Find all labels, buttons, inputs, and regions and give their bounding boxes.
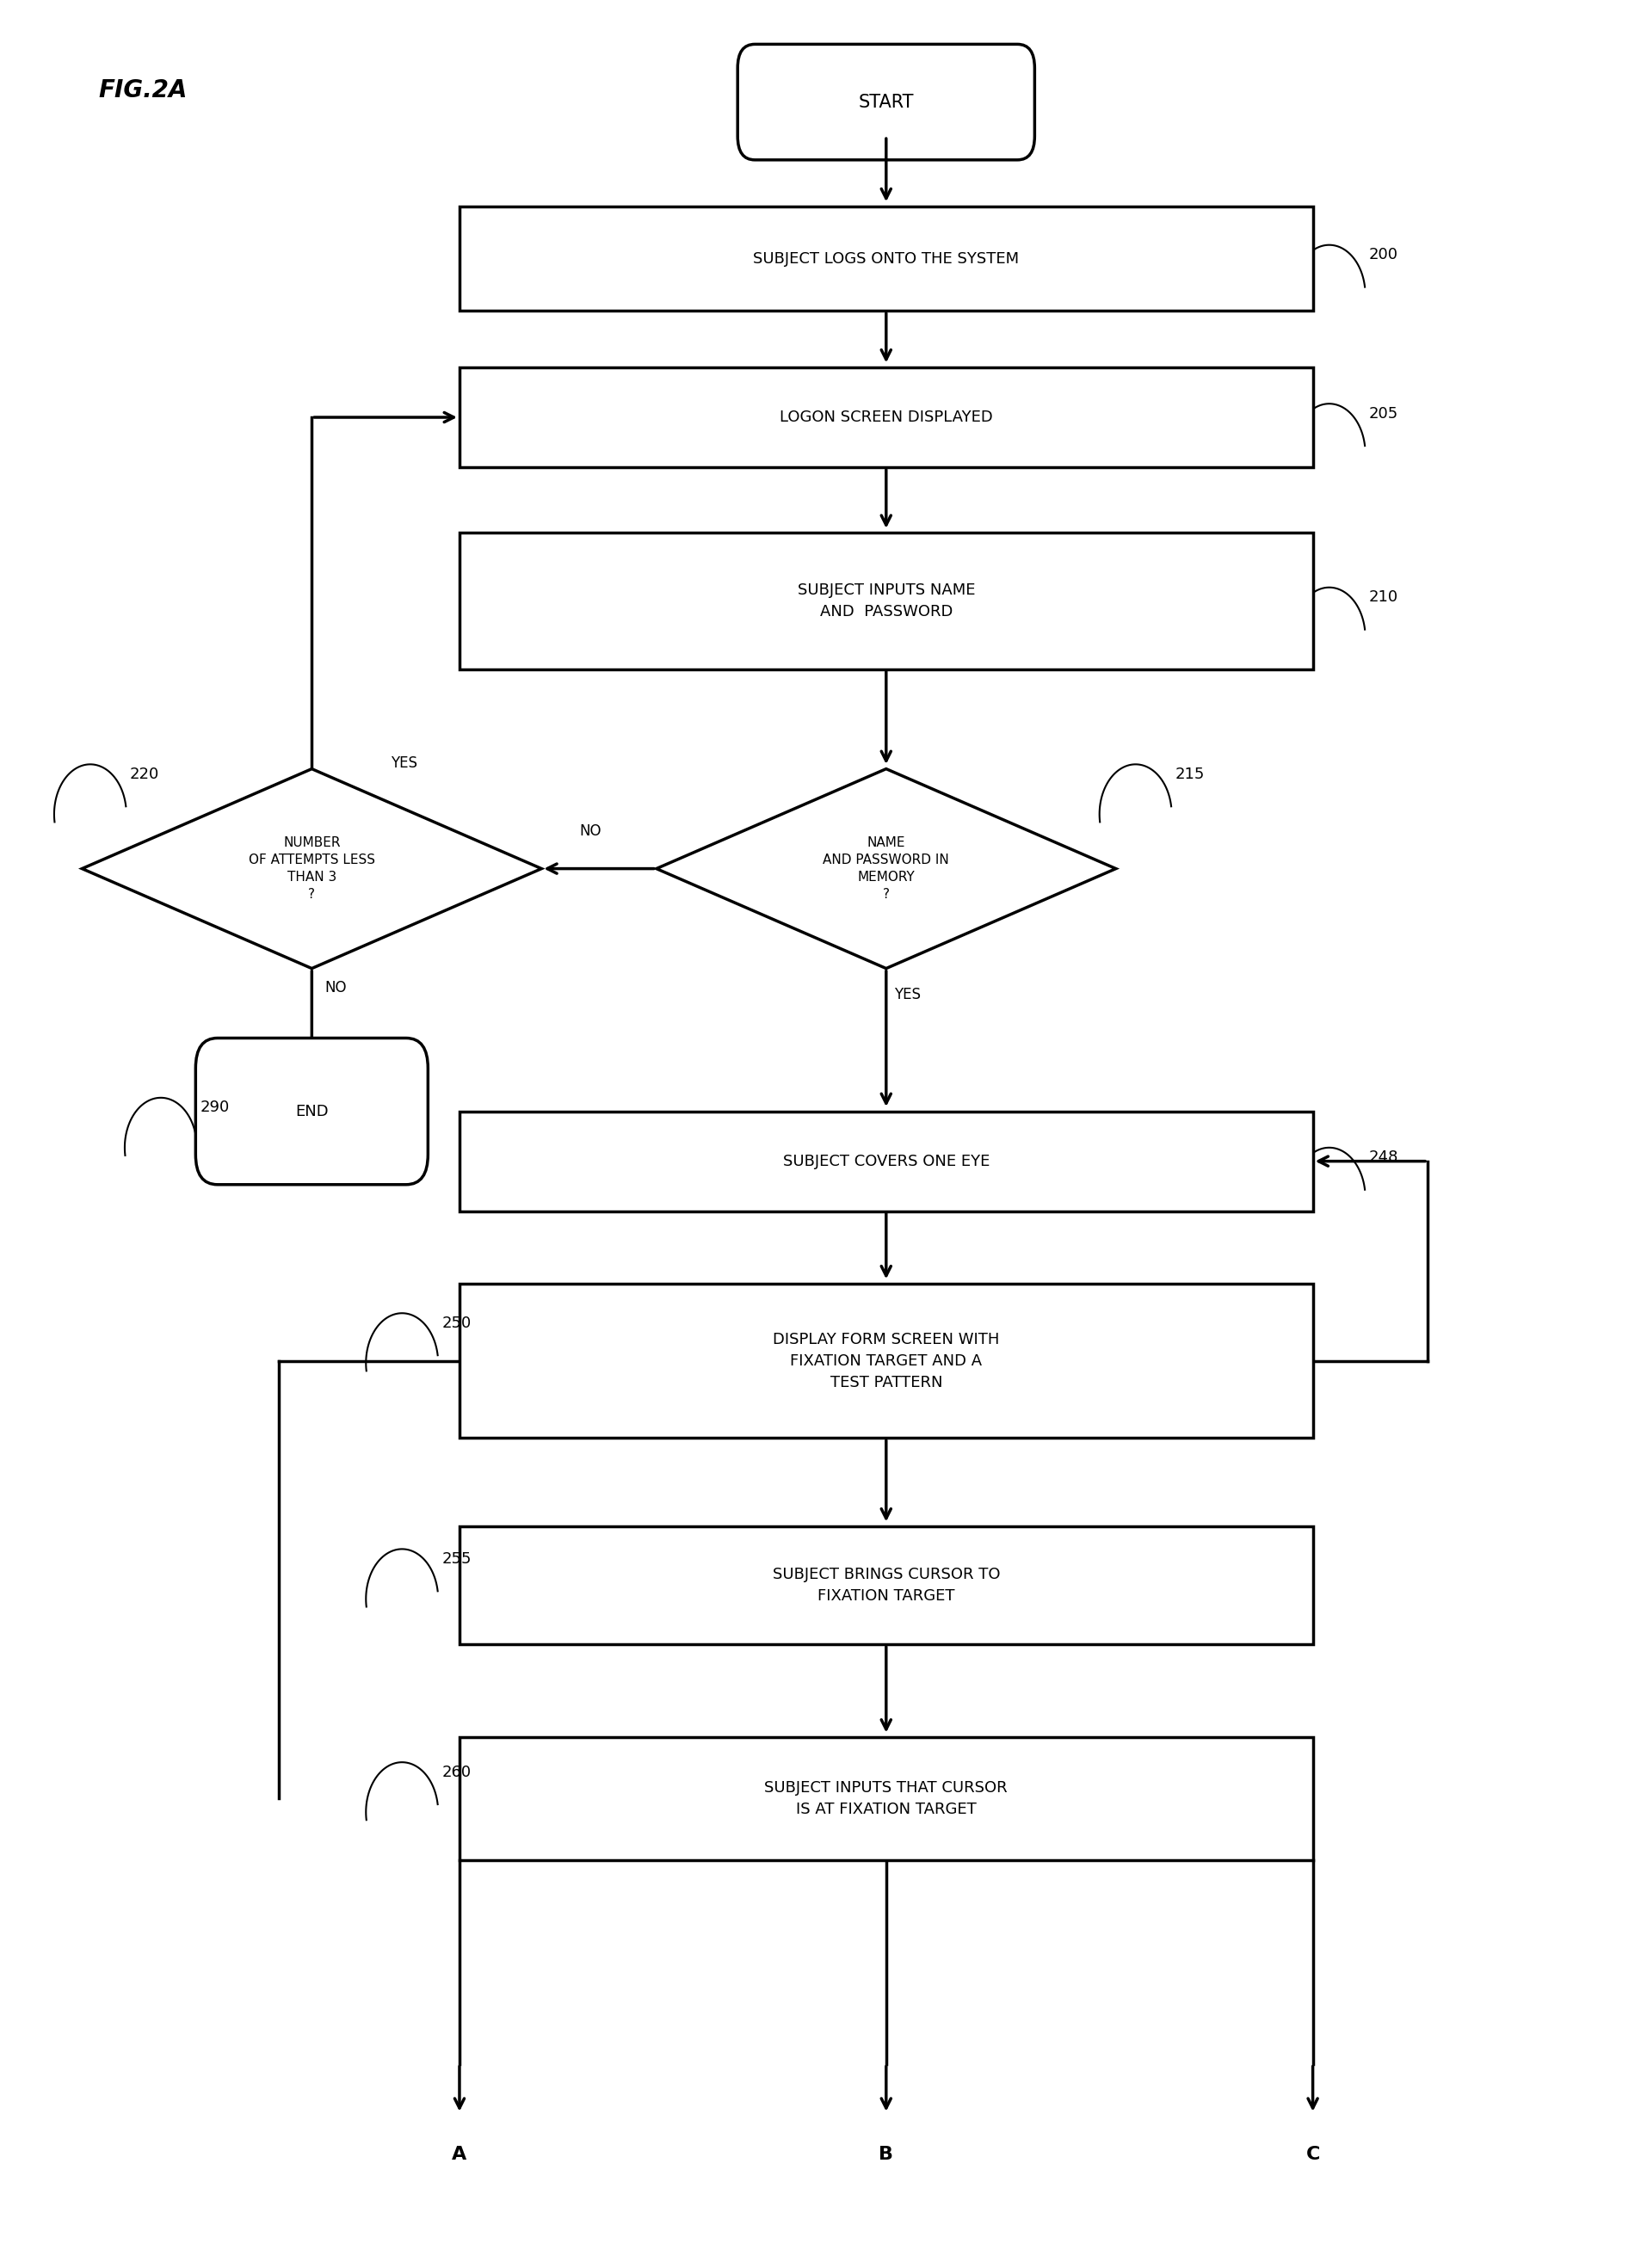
Bar [459,533,1313,669]
Text: 210: 210 [1369,590,1398,606]
Bar [459,1737,1313,1860]
Text: SUBJECT BRINGS CURSOR TO
FIXATION TARGET: SUBJECT BRINGS CURSOR TO FIXATION TARGET [773,1567,999,1603]
Text: 250: 250 [441,1315,471,1331]
Bar [459,1526,1313,1644]
Text: LOGON SCREEN DISPLAYED: LOGON SCREEN DISPLAYED [779,411,993,424]
FancyBboxPatch shape [738,43,1035,159]
Text: NO: NO [579,823,602,839]
Text: START: START [858,93,914,111]
Text: 205: 205 [1369,406,1398,422]
Polygon shape [82,769,542,968]
Text: YES: YES [391,755,417,771]
Text: SUBJECT INPUTS NAME
AND  PASSWORD: SUBJECT INPUTS NAME AND PASSWORD [798,583,975,619]
Text: C: C [1306,2146,1319,2164]
Text: 248: 248 [1369,1150,1398,1166]
Text: SUBJECT LOGS ONTO THE SYSTEM: SUBJECT LOGS ONTO THE SYSTEM [753,252,1019,265]
Text: NO: NO [325,980,346,996]
Text: SUBJECT COVERS ONE EYE: SUBJECT COVERS ONE EYE [783,1154,990,1168]
Text: FIG.2A: FIG.2A [98,79,187,102]
Text: 260: 260 [441,1765,471,1780]
Text: YES: YES [894,987,921,1002]
Text: NUMBER
OF ATTEMPTS LESS
THAN 3
?: NUMBER OF ATTEMPTS LESS THAN 3 ? [248,837,376,900]
Bar [459,206,1313,311]
Bar [459,367,1313,467]
Bar [459,1111,1313,1211]
Text: DISPLAY FORM SCREEN WITH
FIXATION TARGET AND A
TEST PATTERN: DISPLAY FORM SCREEN WITH FIXATION TARGET… [773,1331,999,1390]
Polygon shape [656,769,1116,968]
Text: NAME
AND PASSWORD IN
MEMORY
?: NAME AND PASSWORD IN MEMORY ? [824,837,948,900]
Text: A: A [451,2146,468,2164]
Text: 255: 255 [441,1551,471,1567]
Text: 200: 200 [1369,247,1398,263]
Text: 220: 220 [130,767,159,782]
Text: 290: 290 [200,1100,230,1116]
FancyBboxPatch shape [195,1039,428,1184]
Bar [459,1284,1313,1438]
Text: END: END [295,1105,328,1118]
Text: SUBJECT INPUTS THAT CURSOR
IS AT FIXATION TARGET: SUBJECT INPUTS THAT CURSOR IS AT FIXATIO… [765,1780,1008,1817]
Text: 215: 215 [1175,767,1204,782]
Text: B: B [880,2146,893,2164]
